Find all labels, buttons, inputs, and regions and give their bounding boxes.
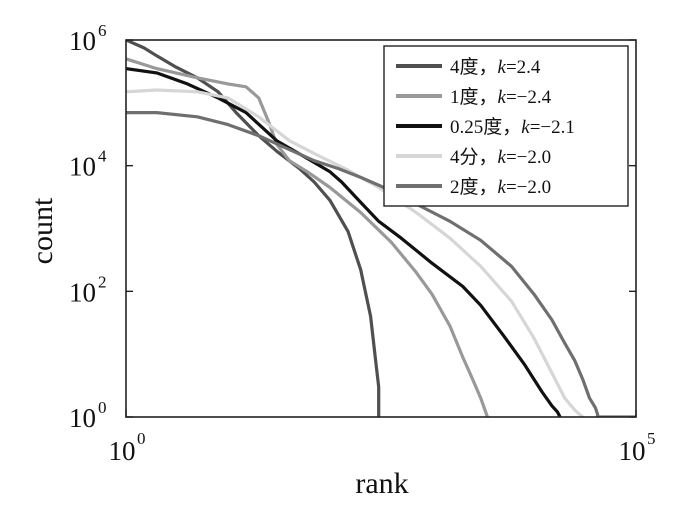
- legend-entry-2: 1度，k=−2.4: [450, 86, 552, 108]
- x-tick-label-0: 10: [109, 436, 136, 466]
- y-tick-label-2: 10: [69, 152, 96, 182]
- legend-entry-1: 4度，k=2.4: [450, 56, 541, 78]
- y-tick-exponent-0: 0: [98, 398, 107, 417]
- legend-entry-3: 0.25度，k=−2.1: [450, 116, 575, 138]
- y-tick-label-0: 10: [69, 403, 96, 433]
- series-line-2: [126, 57, 490, 417]
- y-tick-exponent-2: 4: [98, 147, 107, 166]
- x-tick-exponent-1: 5: [647, 429, 656, 448]
- legend: 4度，k=2.4 1度，k=−2.4 0.25度，k=−2.1 4分，k=−2.0 2度…: [383, 45, 629, 207]
- y-axis-label: count: [26, 197, 59, 264]
- tick-labels: 10 010 210 410 610 0 10 5: [69, 21, 656, 466]
- y-tick-exponent-1: 2: [98, 272, 107, 291]
- plot-lines: [126, 40, 636, 417]
- ticks: [125, 39, 637, 418]
- series-line-4: [126, 88, 585, 417]
- y-tick-label-1: 10: [69, 277, 96, 307]
- plot-frame: [125, 39, 637, 418]
- legend-entry-5: 2度，k=−2.0: [450, 176, 551, 198]
- x-axis-label: rank: [355, 467, 408, 500]
- series-line-3: [126, 66, 562, 417]
- series-line-1: [126, 40, 381, 417]
- y-tick-label-3: 10: [69, 26, 96, 56]
- y-tick-exponent-3: 6: [98, 21, 107, 40]
- series-line-5: [126, 110, 636, 417]
- legend-entry-4: 4分，k=−2.0: [450, 146, 551, 168]
- x-tick-exponent-0: 0: [137, 429, 146, 448]
- x-tick-label-1: 10: [619, 436, 646, 466]
